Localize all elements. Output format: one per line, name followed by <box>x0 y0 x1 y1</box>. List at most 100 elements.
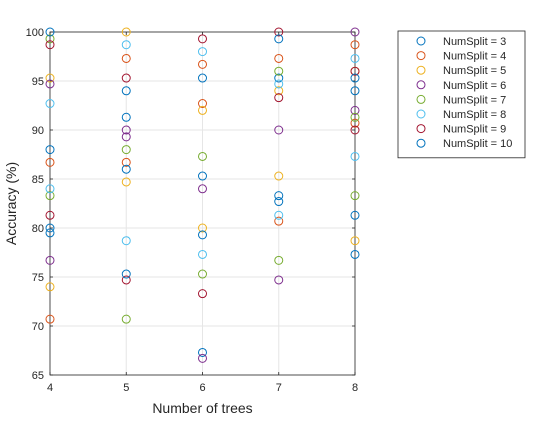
x-tick-label: 4 <box>47 382 53 394</box>
data-point <box>350 125 360 135</box>
data-point <box>45 210 55 220</box>
data-point <box>350 86 360 96</box>
legend-label: NumSplit = 7 <box>443 94 506 106</box>
data-point <box>121 125 131 135</box>
data-point <box>45 73 55 83</box>
data-point <box>350 66 360 76</box>
data-point <box>198 249 207 259</box>
data-point <box>45 314 55 324</box>
data-point <box>274 66 284 76</box>
data-point <box>274 86 284 96</box>
y-tick-label: 85 <box>32 174 44 186</box>
data-point <box>198 184 207 194</box>
data-point <box>274 53 284 63</box>
legend-marker <box>416 51 426 61</box>
legend-marker <box>416 124 426 134</box>
data-point <box>121 275 131 285</box>
y-axis-label: Accuracy (%) <box>3 162 19 245</box>
data-point <box>274 216 284 226</box>
data-point <box>45 40 55 50</box>
grid-lines <box>49 31 356 376</box>
data-point <box>350 151 360 161</box>
data-point <box>198 347 207 357</box>
data-point <box>121 177 131 187</box>
data-point <box>350 40 360 50</box>
data-point <box>45 282 55 292</box>
data-points <box>45 27 360 363</box>
data-point <box>350 105 360 115</box>
data-point <box>274 197 284 207</box>
data-point <box>274 34 284 44</box>
data-point <box>274 255 284 265</box>
data-point <box>350 249 360 259</box>
data-point <box>350 191 360 201</box>
data-point <box>121 314 131 324</box>
data-point <box>45 34 55 44</box>
data-point <box>121 27 131 37</box>
data-point <box>274 73 284 83</box>
legend-marker <box>416 80 426 90</box>
legend-label: NumSplit = 4 <box>443 51 506 63</box>
data-point <box>121 53 131 63</box>
data-point <box>198 230 207 240</box>
data-point <box>121 164 131 174</box>
data-point <box>198 269 207 279</box>
x-axis-label: Number of trees <box>152 400 252 416</box>
data-point <box>45 99 55 109</box>
legend-marker <box>416 94 426 104</box>
x-tick-label: 5 <box>123 382 129 394</box>
y-tick-label: 80 <box>32 223 44 235</box>
data-point <box>198 99 207 109</box>
data-point <box>45 255 55 265</box>
data-point <box>274 171 284 181</box>
y-tick-label: 75 <box>32 272 44 284</box>
data-point <box>121 73 131 83</box>
y-tick-label: 65 <box>32 370 44 382</box>
data-point <box>274 79 284 89</box>
data-point <box>121 40 131 50</box>
data-point <box>121 157 131 167</box>
data-point <box>274 125 284 135</box>
legend-marker <box>416 65 426 75</box>
data-point <box>274 191 284 201</box>
data-point <box>350 73 360 83</box>
data-point <box>121 236 131 246</box>
data-point <box>198 171 207 181</box>
data-point <box>274 93 284 103</box>
data-point <box>198 73 207 83</box>
legend[interactable]: NumSplit = 3 NumSplit = 4 NumSplit = 5 NumS… <box>397 30 526 159</box>
data-point <box>198 151 207 161</box>
data-point <box>121 112 131 122</box>
data-point <box>350 210 360 220</box>
data-point <box>121 86 131 96</box>
y-tick-label: 90 <box>32 125 44 137</box>
legend-label: NumSplit = 3 <box>443 36 506 48</box>
data-point <box>198 47 207 57</box>
data-point <box>45 223 55 233</box>
data-point <box>121 145 131 155</box>
data-point <box>350 236 360 246</box>
y-tick-label: 95 <box>32 76 44 88</box>
legend-label: NumSplit = 9 <box>443 124 506 136</box>
data-point <box>198 105 207 115</box>
legend-label: NumSplit = 10 <box>443 138 512 150</box>
data-point <box>45 191 55 201</box>
data-point <box>45 157 55 167</box>
legend-label: NumSplit = 6 <box>443 80 506 92</box>
data-point <box>198 289 207 299</box>
axis-ticks: 4 5 6 7 8 65 70 75 80 85 90 95 100 <box>26 27 358 394</box>
legend-marker <box>416 36 426 46</box>
legend-label: NumSplit = 8 <box>443 109 506 121</box>
data-point <box>45 228 55 238</box>
data-point <box>350 112 360 122</box>
data-point <box>121 132 131 142</box>
data-point <box>198 223 207 233</box>
legend-marker <box>416 138 426 148</box>
data-point <box>45 27 55 37</box>
x-tick-label: 6 <box>199 382 205 394</box>
y-tick-label: 70 <box>32 321 44 333</box>
data-point <box>45 184 55 194</box>
legend-items: NumSplit = 3 NumSplit = 4 NumSplit = 5 NumS… <box>416 36 512 150</box>
